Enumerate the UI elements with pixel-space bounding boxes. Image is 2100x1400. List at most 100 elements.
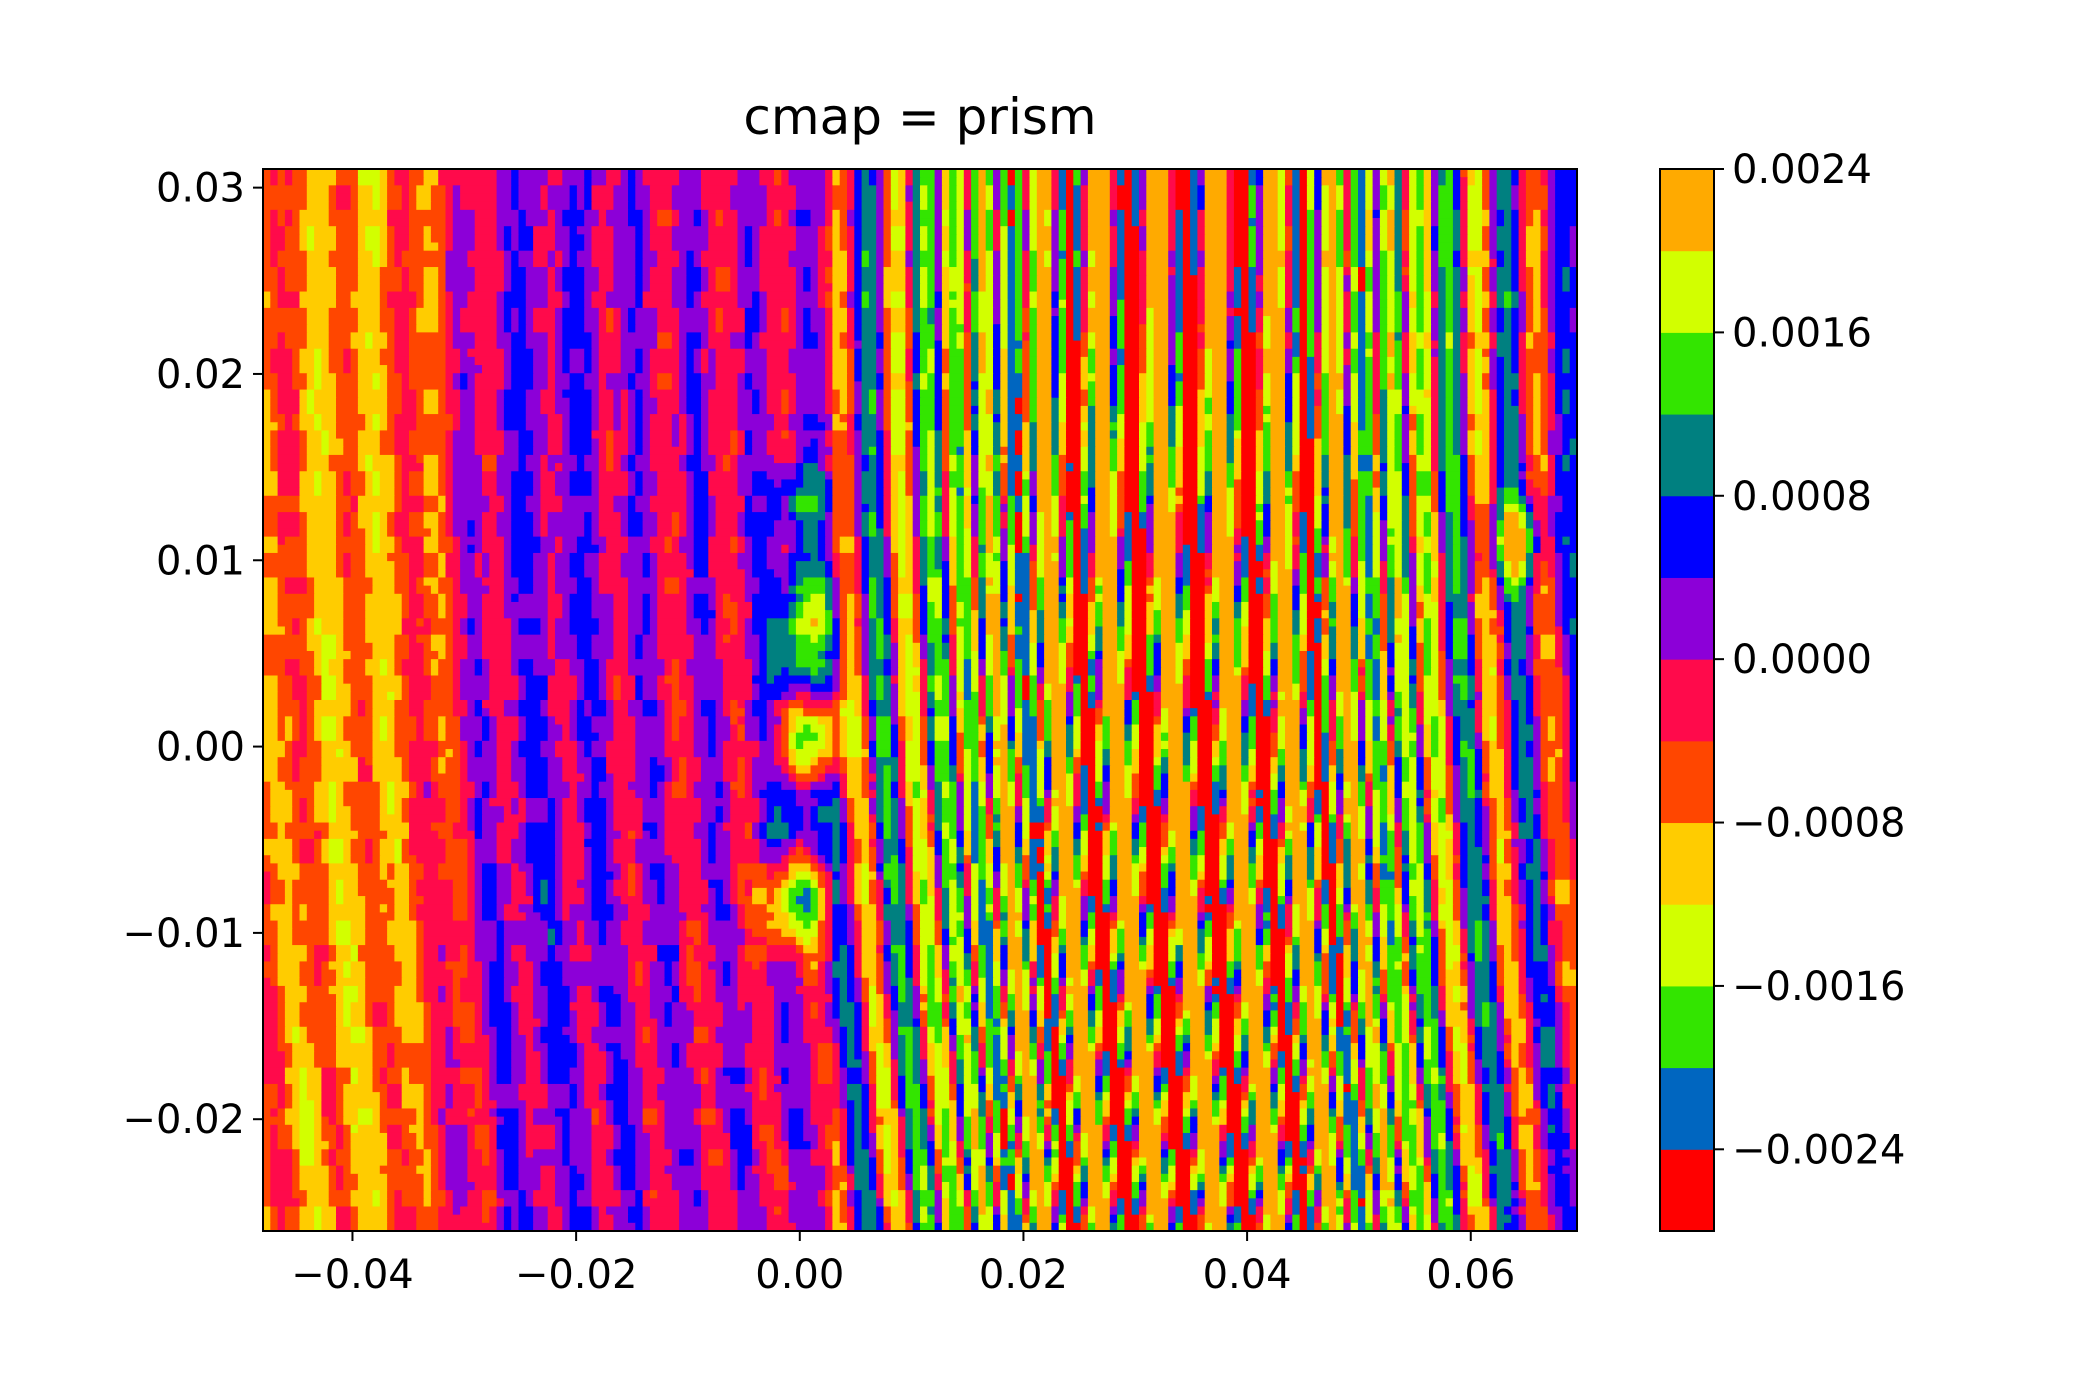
contour-cell [474, 226, 498, 235]
contour-cell [701, 397, 709, 407]
contour-cell [1270, 463, 1286, 472]
contour-cell [1394, 373, 1403, 382]
contour-cell [1365, 414, 1374, 423]
contour-cell [1248, 316, 1257, 325]
contour-cell [1438, 365, 1447, 374]
contour-cell [1416, 340, 1425, 350]
contour-cell [1445, 446, 1454, 456]
contour-cell [1153, 454, 1169, 464]
contour-cell [1285, 356, 1293, 366]
contour-cell [1489, 226, 1498, 235]
contour-cell [868, 454, 877, 464]
contour-cell [1555, 479, 1577, 489]
contour-cell [328, 430, 337, 440]
contour-cell [825, 373, 833, 382]
contour-cell [576, 454, 585, 464]
contour-cell [591, 348, 600, 358]
contour-cell [686, 340, 702, 350]
contour-cell [452, 422, 461, 432]
contour-cell [1285, 267, 1293, 276]
contour-cell [1314, 438, 1323, 448]
contour-cell [562, 463, 578, 472]
contour-cell [263, 226, 271, 235]
contour-cell [1066, 291, 1074, 301]
contour-cell [708, 348, 717, 358]
contour-cell [379, 242, 388, 252]
contour-cell [277, 267, 286, 276]
contour-cell [1263, 291, 1279, 301]
contour-cell [1285, 275, 1293, 284]
contour-cell [854, 454, 863, 464]
contour-cell [1000, 471, 1009, 481]
contour-cell [1358, 242, 1366, 252]
contour-cell [993, 258, 1001, 268]
contour-cell [1452, 430, 1461, 440]
contour-cell [701, 438, 709, 448]
contour-cell [1109, 307, 1118, 317]
contour-cell [1087, 201, 1111, 211]
contour-cell [1365, 316, 1374, 325]
contour-cell [1197, 258, 1206, 268]
contour-cell [1109, 169, 1118, 178]
contour-cell [613, 463, 622, 472]
contour-cell [1555, 218, 1577, 227]
contour-cell [876, 340, 885, 350]
contour-cell [328, 324, 359, 333]
contour-cell [379, 250, 388, 260]
contour-cell [847, 242, 855, 252]
contour-cell [1482, 177, 1490, 186]
contour-cell [1255, 299, 1264, 309]
contour-cell [1350, 177, 1359, 186]
contour-cell [584, 209, 600, 219]
contour-cell [1409, 324, 1417, 333]
contour-cell [1306, 258, 1315, 268]
contour-cell [1525, 299, 1534, 309]
contour-cell [847, 275, 855, 284]
contour-cell [1051, 226, 1060, 235]
contour-cell [876, 389, 885, 399]
contour-cell [642, 258, 658, 268]
contour-cell [1182, 299, 1198, 309]
contour-cell [912, 365, 921, 374]
contour-cell [832, 234, 841, 244]
contour-cell [927, 242, 936, 252]
contour-cell [1321, 405, 1330, 415]
contour-cell [817, 291, 826, 301]
contour-cell [1525, 381, 1534, 391]
contour-cell [1233, 316, 1242, 325]
contour-cell [788, 209, 797, 219]
contour-cell [1350, 365, 1359, 374]
contour-cell [1292, 471, 1301, 481]
contour-cell [438, 471, 447, 481]
contour-cell [1263, 463, 1271, 472]
contour-cell [584, 185, 593, 195]
contour-cell [679, 307, 709, 317]
contour-cell [1350, 291, 1359, 301]
contour-cell [1379, 389, 1388, 399]
contour-cell [861, 430, 877, 440]
contour-cell [686, 299, 695, 309]
contour-cell [854, 307, 863, 317]
contour-cell [613, 307, 622, 317]
contour-cell [715, 283, 731, 293]
contour-cell [642, 389, 651, 399]
contour-cell [1343, 471, 1352, 481]
contour-cell [1504, 414, 1520, 423]
contour-cell [1489, 332, 1498, 342]
contour-cell [1328, 471, 1344, 481]
contour-cell [1124, 258, 1140, 268]
contour-cell [1022, 348, 1031, 358]
contour-cell [1431, 307, 1439, 317]
contour-cell [555, 324, 563, 333]
contour-cell [649, 356, 680, 366]
contour-cell [971, 193, 979, 203]
contour-cell [1109, 193, 1118, 203]
contour-cell [920, 389, 936, 399]
contour-cell [1299, 389, 1308, 399]
contour-cell [1555, 454, 1563, 464]
contour-cell [1438, 397, 1447, 407]
contour-cell [620, 405, 629, 415]
contour-cell [1270, 438, 1286, 448]
contour-cell [1387, 234, 1396, 244]
contour-cell [701, 422, 709, 432]
